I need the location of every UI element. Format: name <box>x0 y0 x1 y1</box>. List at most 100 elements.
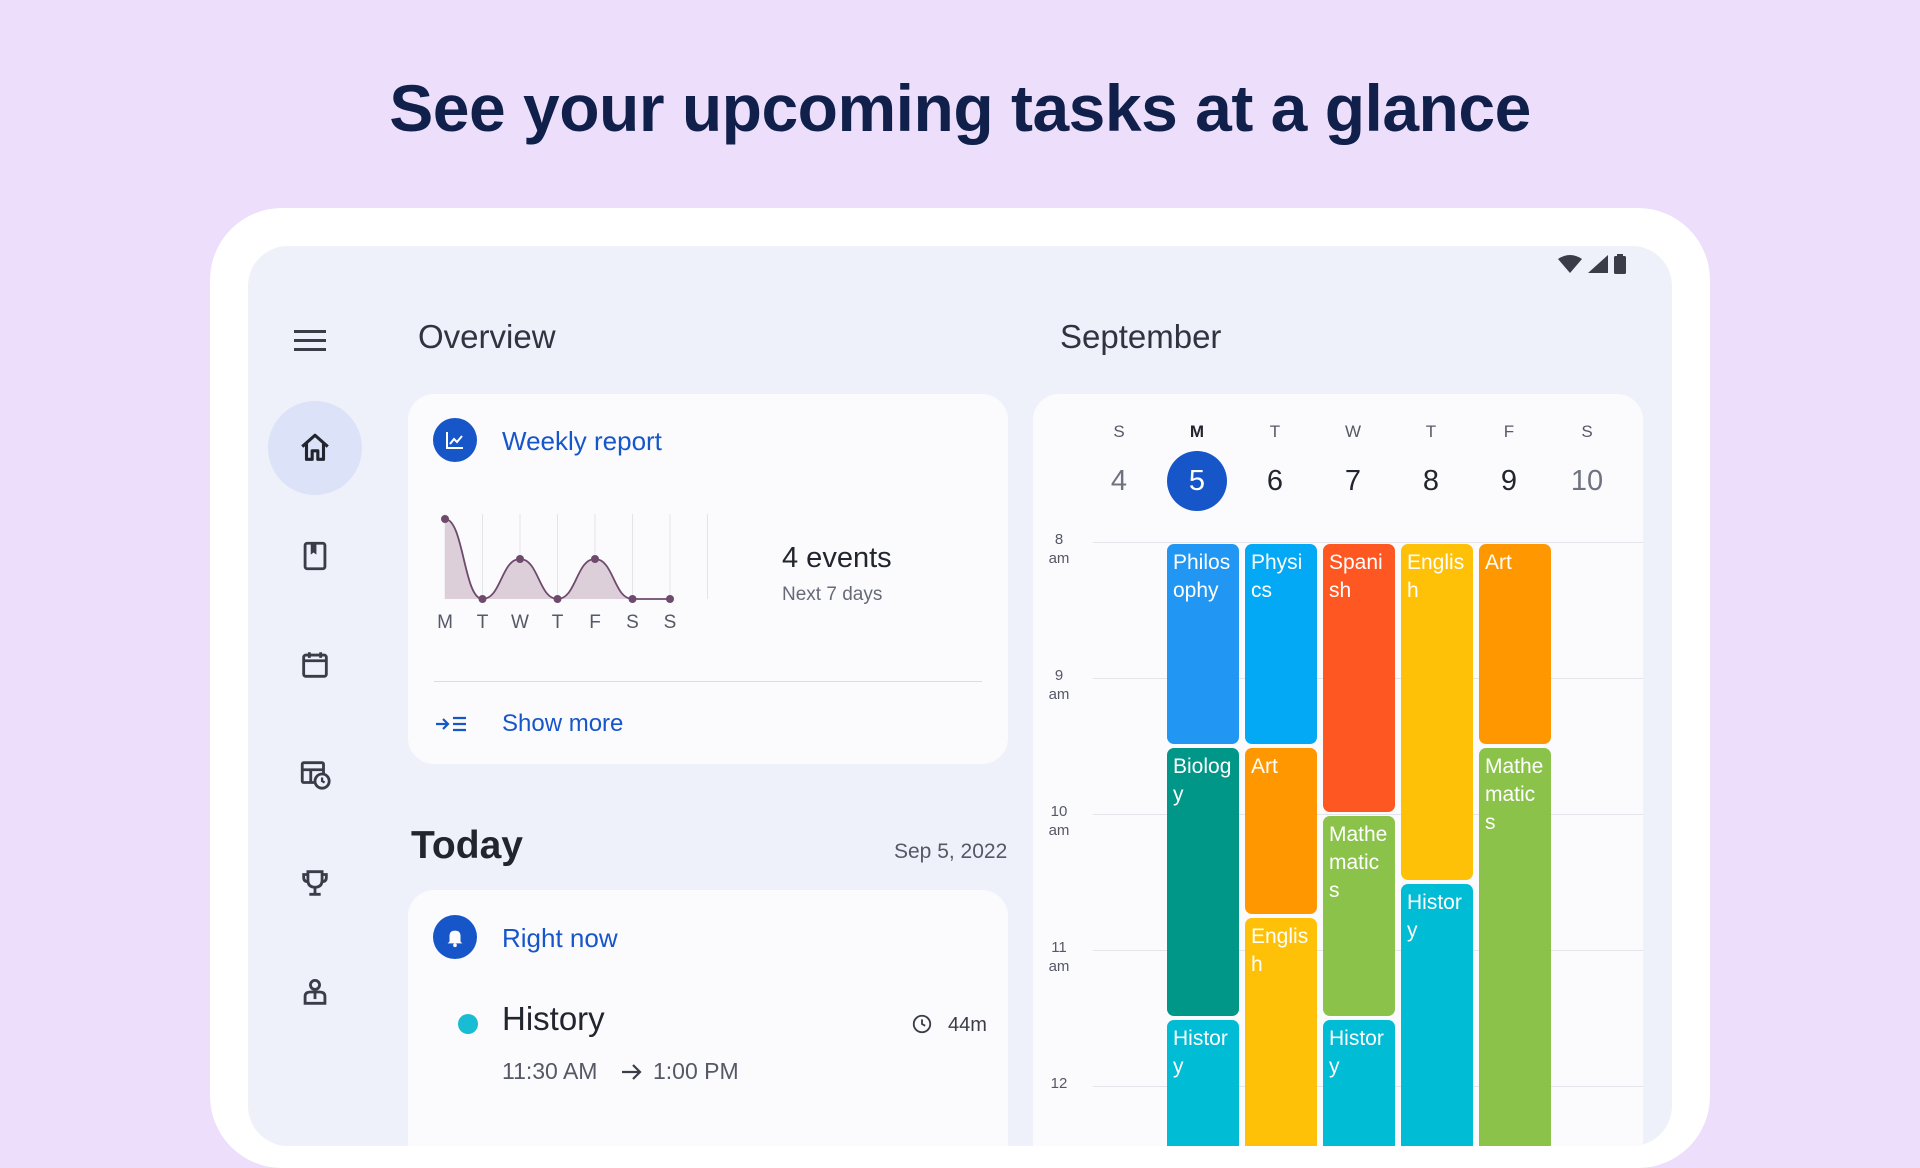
calendar-event[interactable]: Philosophy <box>1167 544 1239 744</box>
calendar-event[interactable]: History <box>1167 1020 1239 1146</box>
hour-label: 12 <box>1039 1074 1079 1093</box>
show-more-icon <box>436 716 466 732</box>
menu-button[interactable] <box>292 326 328 356</box>
hour-gridline <box>1093 814 1643 815</box>
chart-tick-label: M <box>437 612 453 633</box>
hour-label: 11 am <box>1039 938 1079 976</box>
calendar-icon <box>302 652 328 678</box>
week-calendar: S 4 M 5 T 6 W 7 T 8 F 9 S 10 8 am 9 am 10 am 11 am 12 Philosoph… <box>1033 394 1643 1146</box>
day-label: T <box>1269 422 1281 441</box>
day-number[interactable]: 7 <box>1344 465 1362 497</box>
card-divider <box>434 681 982 682</box>
calendar-event[interactable]: Art <box>1479 544 1551 744</box>
calendar-event[interactable]: Biology <box>1167 748 1239 1016</box>
chart-tick-label: T <box>477 612 489 633</box>
day-label: T <box>1425 422 1437 441</box>
task-end-time: 1:00 PM <box>653 1058 739 1084</box>
hour-number: 10 <box>1050 803 1068 820</box>
calendar-event[interactable]: English <box>1401 544 1473 880</box>
today-title: Today <box>411 824 523 867</box>
events-subtitle: Next 7 days <box>782 584 883 605</box>
wifi-icon <box>1558 255 1582 273</box>
day-label: M <box>1189 422 1205 441</box>
day-label: S <box>1581 422 1593 441</box>
overview-title: Overview <box>418 318 556 355</box>
hour-number: 8 <box>1054 531 1064 548</box>
signal-icon <box>1588 255 1608 273</box>
calendar-event[interactable]: History <box>1401 884 1473 1146</box>
headline: See your upcoming tasks at a glance <box>389 71 1531 145</box>
trophy-icon <box>302 870 328 896</box>
book-icon <box>303 541 327 571</box>
calendar-event[interactable]: Mathematics <box>1323 816 1395 1016</box>
day-number[interactable]: 9 <box>1500 465 1518 497</box>
chart-tick-label: W <box>511 612 529 633</box>
show-more-link[interactable]: Show more <box>502 710 624 737</box>
day-number[interactable]: 10 <box>1570 465 1604 497</box>
hour-ampm: am <box>1048 958 1070 975</box>
nav-calendar[interactable] <box>268 618 362 712</box>
chart-point <box>478 595 487 603</box>
chart-point <box>441 515 449 523</box>
day-label: W <box>1344 422 1362 441</box>
timetable-icon <box>300 761 331 790</box>
bell-icon <box>447 930 463 948</box>
weekly-report-card[interactable]: Weekly report M T W T F S S 4 events Next 7 da… <box>408 394 1008 764</box>
calendar-event[interactable]: History <box>1323 1020 1395 1146</box>
home-icon <box>301 433 329 461</box>
bell-icon-badge <box>433 915 477 959</box>
today-date: Sep 5, 2022 <box>894 840 1008 863</box>
task-duration: 44m <box>948 1014 987 1036</box>
hour-number: 9 <box>1054 667 1064 684</box>
hour-label: 10 am <box>1039 802 1079 840</box>
hour-number: 12 <box>1050 1075 1068 1092</box>
nav-timetable[interactable] <box>268 727 362 821</box>
events-count: 4 events <box>782 542 892 574</box>
chart-tick-label: T <box>552 612 564 633</box>
nav-achievements[interactable] <box>268 836 362 930</box>
nav-teachers[interactable] <box>268 945 362 1039</box>
chart-tick-label: F <box>589 612 601 633</box>
calendar-event[interactable]: Physics <box>1245 544 1317 744</box>
hamburger-icon <box>294 330 326 351</box>
chart-point <box>591 555 599 563</box>
day-label: S <box>1113 422 1125 441</box>
calendar-month: September <box>1060 318 1222 355</box>
task-start-time: 11:30 AM <box>502 1058 598 1084</box>
hour-gridline <box>1093 542 1643 543</box>
day-number[interactable]: 8 <box>1422 465 1440 497</box>
battery-icon <box>1614 254 1626 274</box>
day-number[interactable]: 4 <box>1110 465 1128 497</box>
trending-chart-icon <box>446 432 463 449</box>
task-color-dot <box>458 1014 478 1034</box>
calendar-event[interactable]: English <box>1245 918 1317 1146</box>
hour-label: 9 am <box>1039 666 1079 704</box>
right-now-label: Right now <box>502 923 618 953</box>
status-bar <box>1558 254 1626 274</box>
hour-ampm: am <box>1048 550 1070 567</box>
report-icon-badge <box>433 418 477 462</box>
day-label: F <box>1503 422 1515 441</box>
arrow-right-icon <box>622 1064 642 1080</box>
hour-number: 11 <box>1051 939 1067 956</box>
teacher-icon <box>303 978 327 1005</box>
chart-tick-label: S <box>626 612 639 633</box>
calendar-event[interactable]: Spanish <box>1323 544 1395 812</box>
weekly-report-label: Weekly report <box>502 426 662 456</box>
day-number[interactable]: 6 <box>1266 465 1284 497</box>
chart-tick-label: S <box>664 612 677 633</box>
calendar-event[interactable]: Mathematics <box>1479 748 1551 1146</box>
day-number[interactable]: 5 <box>1167 451 1227 511</box>
chart-point <box>666 595 674 603</box>
nav-home[interactable] <box>268 401 362 495</box>
nav-subjects[interactable] <box>268 509 362 603</box>
right-now-card[interactable]: Right now History 44m 11:30 AM 1:00 PM <box>408 890 1008 1146</box>
task-name[interactable]: History <box>502 1000 605 1037</box>
chart-point <box>628 595 637 603</box>
hour-label: 8 am <box>1039 530 1079 568</box>
clock-icon <box>912 1014 932 1034</box>
hour-ampm: am <box>1048 822 1070 839</box>
app-screen: Overview Weekly report M T W T F S S 4 events … <box>248 246 1672 1146</box>
calendar-event[interactable]: Art <box>1245 748 1317 914</box>
